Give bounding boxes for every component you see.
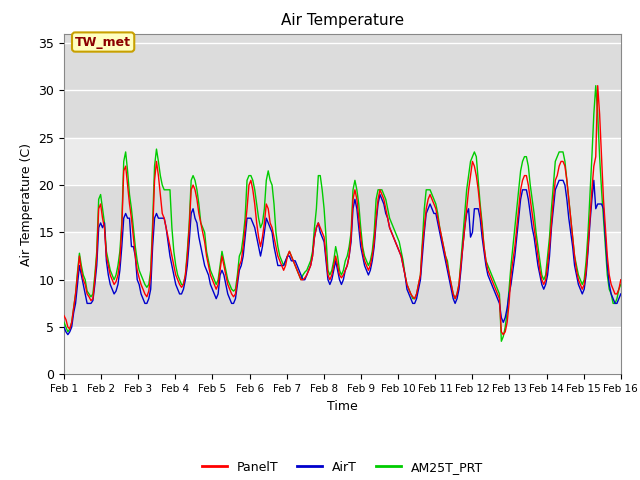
Bar bbox=[64, 185, 621, 232]
Bar bbox=[64, 34, 621, 138]
Bar bbox=[64, 138, 621, 185]
X-axis label: Time: Time bbox=[327, 400, 358, 413]
Bar bbox=[64, 280, 621, 327]
Text: TW_met: TW_met bbox=[75, 36, 131, 48]
Legend: PanelT, AirT, AM25T_PRT: PanelT, AirT, AM25T_PRT bbox=[196, 456, 488, 479]
Y-axis label: Air Temperature (C): Air Temperature (C) bbox=[20, 143, 33, 265]
Bar bbox=[64, 232, 621, 280]
Title: Air Temperature: Air Temperature bbox=[281, 13, 404, 28]
